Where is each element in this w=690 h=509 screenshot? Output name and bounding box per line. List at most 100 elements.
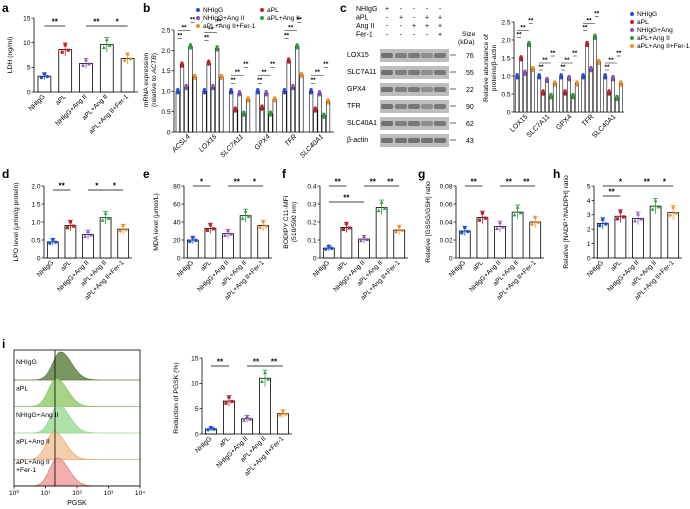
data-point xyxy=(317,90,322,94)
data-point xyxy=(245,414,249,418)
y-axis-label: (relative to ACTB) xyxy=(151,53,158,107)
blot-band xyxy=(395,138,407,143)
data-point xyxy=(42,72,47,76)
blot-band xyxy=(434,70,446,75)
bar-GPX4-aPL+Ang II+Fer-1 xyxy=(272,99,277,133)
legend-label: aPL xyxy=(637,19,649,26)
data-point xyxy=(313,109,318,113)
significance-label: ** xyxy=(177,32,183,39)
blot-band xyxy=(408,53,420,58)
y-tick-label: 40 xyxy=(173,219,181,226)
data-point xyxy=(571,95,575,100)
significance-label: ** xyxy=(605,64,611,71)
flow-label: NHIgG xyxy=(16,359,37,366)
blot-sign: - xyxy=(426,6,429,13)
legend-label: NHIgG+Ang xyxy=(637,27,673,34)
y-tick-label: 3 xyxy=(587,212,591,219)
blot-band xyxy=(434,104,446,109)
blot-band xyxy=(421,104,433,109)
data-point xyxy=(193,76,197,81)
flow-label: aPL xyxy=(16,386,28,393)
x-axis-label: PGSK xyxy=(67,500,87,507)
data-point xyxy=(512,212,517,217)
blot-sign: + xyxy=(412,23,416,30)
bar-TFR-aPL+Ang II+Fer-1 xyxy=(596,61,601,113)
bar-SLC40A1-aPL+Ang II+Fer-1 xyxy=(325,101,331,133)
size-value: 76 xyxy=(466,53,474,60)
data-point xyxy=(89,233,93,237)
significance-label: ** xyxy=(93,18,100,27)
data-point xyxy=(104,37,109,42)
data-point xyxy=(621,215,625,219)
bar-SLC7A11-aPL+Ang II+Fer-1 xyxy=(552,82,557,113)
y-tick-label: 0 xyxy=(587,255,591,262)
data-point xyxy=(394,230,398,235)
data-point xyxy=(282,88,287,92)
y-tick-label: 0 xyxy=(449,255,453,262)
data-point xyxy=(615,217,619,221)
data-point xyxy=(322,112,326,116)
blot-condition-label: aPL xyxy=(356,15,369,22)
data-point xyxy=(264,90,268,94)
data-point xyxy=(258,225,262,230)
data-point xyxy=(397,224,401,229)
data-point xyxy=(81,63,85,67)
significance-label: * xyxy=(619,178,623,187)
data-point xyxy=(284,412,288,417)
y-tick-label: 2.0 xyxy=(31,183,40,190)
y-tick-label: 0 xyxy=(195,431,199,438)
data-point xyxy=(330,246,334,251)
data-point xyxy=(541,92,545,96)
blot-band xyxy=(381,121,393,126)
blot-band xyxy=(434,87,446,92)
flow-histogram-stack: NHIgG aPL NHIgG+Ang II aPL+Ang II aPL+Ang II… xyxy=(9,349,145,507)
blot-sign: - xyxy=(413,32,416,39)
data-point xyxy=(376,208,381,213)
blot-band xyxy=(434,138,446,143)
blot-band xyxy=(408,138,420,143)
y-axis-label: mRNA expression xyxy=(143,53,150,108)
data-point xyxy=(83,234,87,238)
data-point xyxy=(87,61,91,66)
y-tick-label: 2 xyxy=(587,227,591,234)
data-point xyxy=(205,228,209,232)
data-point xyxy=(400,228,404,233)
significance-label: ** xyxy=(311,77,317,84)
data-point xyxy=(541,89,545,93)
panel-letter-c: c xyxy=(340,1,347,15)
y-axis-label: LPO level (μmol/g protein) xyxy=(13,182,20,261)
data-point xyxy=(86,229,90,234)
size-header: Size xyxy=(462,31,475,38)
bar-SLC40A1-NHIgG+Ang xyxy=(611,77,615,113)
bar-LOX15-aPL+Ang II+Fer-1 xyxy=(219,76,224,133)
data-point xyxy=(229,232,233,236)
band-label: SLC7A11 xyxy=(347,69,377,76)
y-tick-label: 20 xyxy=(173,237,181,244)
blot-sign: - xyxy=(386,23,389,30)
blot-band xyxy=(408,121,420,126)
data-point xyxy=(60,50,64,54)
x-tick-label: 10³ xyxy=(104,490,114,497)
x-tick-label: 10¹ xyxy=(41,490,51,497)
x-tick-label: LOX15 xyxy=(198,133,218,153)
panel-letter-g: g xyxy=(418,167,425,181)
data-point xyxy=(237,90,242,94)
y-tick-label: 1.5 xyxy=(501,55,510,62)
data-point xyxy=(295,43,299,47)
data-point xyxy=(519,55,523,59)
data-point xyxy=(382,206,387,210)
data-point xyxy=(215,48,219,52)
data-point xyxy=(477,218,481,222)
chart-panel-c: 00.51.01.52.02.5LOX15******SLC7A11******… xyxy=(483,10,690,139)
size-value: 62 xyxy=(466,121,474,128)
y-tick-label: 15 xyxy=(23,15,31,22)
y-tick-label: 2.5 xyxy=(161,27,170,34)
legend-marker xyxy=(630,12,634,16)
data-point xyxy=(615,97,619,102)
data-point xyxy=(495,226,499,231)
x-tick-label: aPL xyxy=(472,259,485,272)
bar-aPL+Ang II xyxy=(375,207,388,259)
blot-band xyxy=(381,104,393,109)
